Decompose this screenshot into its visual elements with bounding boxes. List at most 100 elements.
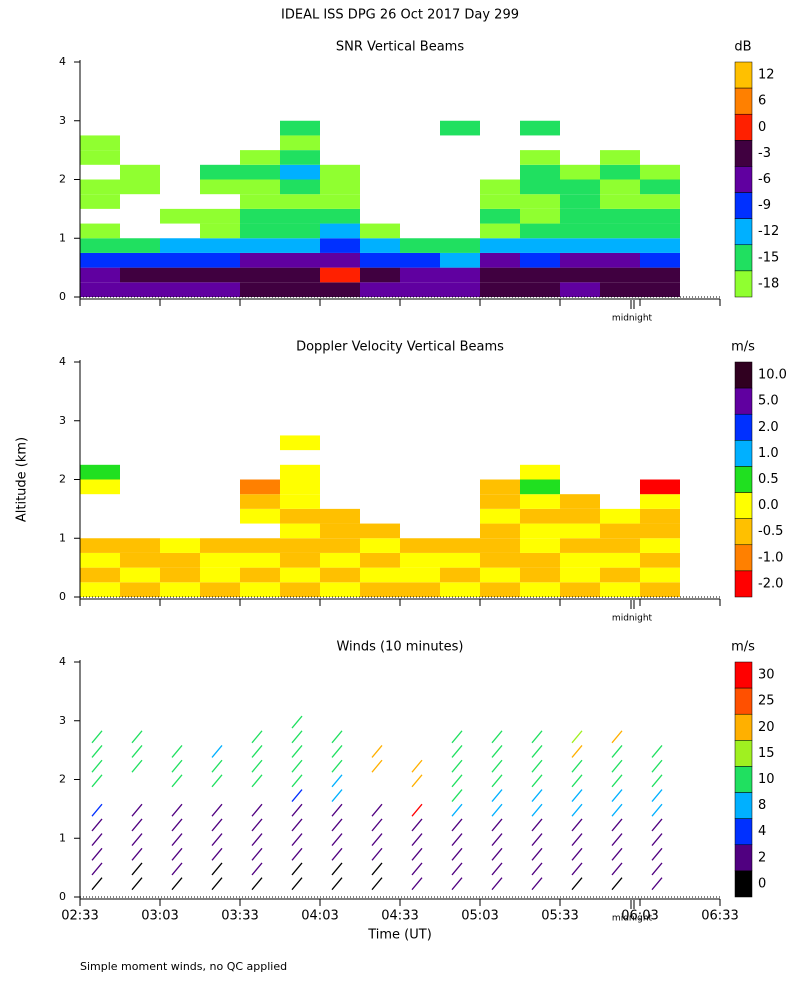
wind-barb [251,759,263,773]
x-tick-label: 05:33 [541,909,578,924]
field-cell [640,523,680,539]
wind-barb [451,774,463,788]
field-cell [440,282,480,297]
field-cell [600,567,640,583]
field-cell [640,508,680,524]
panel-title: SNR Vertical Beams [336,40,464,55]
wind-barb [251,862,263,876]
colorbar-segment [734,113,753,141]
wind-barb [291,759,303,773]
field-cell [560,494,600,509]
wind-barb [611,774,623,788]
field-cell [600,252,640,268]
field-cell [280,252,320,268]
field-cell [440,567,480,583]
wind-barb [371,877,383,891]
wind-barb [531,759,543,773]
colorbar-segment [734,387,753,415]
colorbar-segment [734,661,753,689]
field-cell [320,179,360,195]
colorbar-segment [734,740,753,767]
wind-barb [291,833,303,847]
colorbar-label: dB [734,40,751,55]
field-cell [160,267,200,283]
colorbar-tick-label: -1.0 [758,550,783,565]
colorbar-segment [734,61,753,89]
field-cell [240,582,280,597]
field-cell [280,523,320,539]
field-cell [560,582,600,597]
field-cell [360,282,400,297]
wind-barb [491,833,503,847]
wind-barb [291,877,303,891]
field-cell [280,164,320,180]
field-cell [520,150,560,165]
field-cell [600,194,640,209]
colorbar-segment [734,87,753,115]
field-cell [280,208,320,224]
field-cell [280,479,320,495]
colorbar-label: m/s [731,340,755,355]
colorbar-tick-label: 0 [758,120,766,135]
y-tick-label: 3 [59,414,66,427]
field-cell [480,267,520,283]
colorbar-tick-label: -15 [758,250,779,265]
colorbar-tick-label: 12 [758,68,775,83]
wind-barb [251,774,263,788]
field-cell [440,538,480,553]
wind-barb [571,833,583,847]
field-cell [280,464,320,480]
colorbar-tick-label: -12 [758,224,779,239]
colorbar-tick-label: 4 [758,824,766,839]
y-tick-label: 0 [59,290,66,303]
field-cell [200,282,240,297]
field-cell [560,252,600,268]
wind-barb [251,803,263,817]
wind-barb [491,877,503,891]
field-cell [400,252,440,268]
field-cell [480,194,520,209]
wind-barb [571,774,583,788]
midnight-label: midnight [612,914,653,924]
field-cell [360,582,400,597]
colorbar-tick-label: 8 [758,798,766,813]
field-cell [400,582,440,597]
wind-barb [171,847,183,861]
wind-barb [651,745,663,758]
wind-barb [131,759,143,773]
wind-barb [531,847,543,861]
field-cell [520,567,560,583]
field-cell [640,252,680,268]
wind-barb [291,862,303,876]
wind-barb [91,862,103,876]
wind-barb [651,774,663,788]
field-cell [80,479,120,495]
x-tick-label: 04:03 [301,909,338,924]
wind-barb [571,877,583,891]
field-cell [360,567,400,583]
colorbar-segment [734,466,753,493]
field-cell [520,238,560,253]
wind-barb [171,803,183,817]
wind-barb [291,715,303,729]
field-cell [200,164,240,180]
field-cell [640,179,680,195]
field-cell [640,164,680,180]
wind-barb [531,789,543,802]
field-cell [600,223,640,239]
colorbar-segment [734,218,753,246]
field-cell [280,552,320,568]
colorbar-segment [734,713,753,741]
wind-barb [531,803,543,817]
field-cell [320,223,360,239]
colorbar-tick-label: 30 [758,668,775,683]
wind-barb [331,730,343,744]
field-cell [600,238,640,253]
wind-barb [451,745,463,758]
y-tick-label: 2 [59,473,66,486]
field-cell [560,164,600,180]
colorbar-tick-label: 1.0 [758,446,779,461]
field-cell [80,538,120,553]
field-cell [640,582,680,597]
field-cell [480,567,520,583]
